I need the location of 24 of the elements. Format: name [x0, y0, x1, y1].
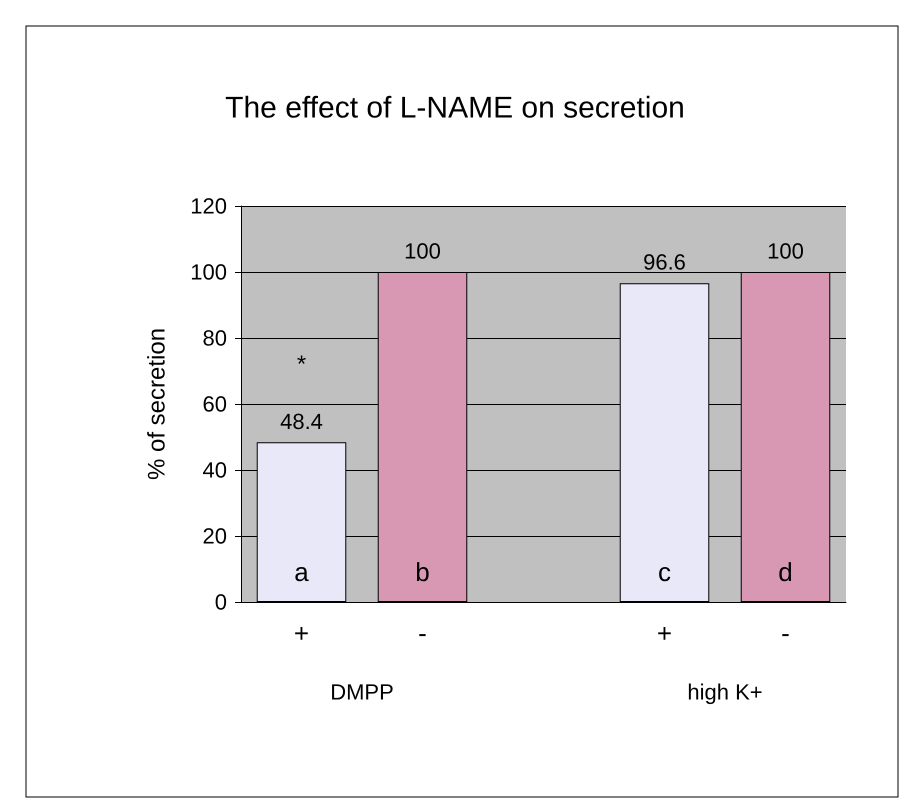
y-tick-label: 20: [202, 524, 227, 548]
y-tick-label: 100: [190, 260, 227, 284]
y-tick-label: 40: [202, 458, 227, 482]
data-label: 48.4: [280, 408, 323, 434]
annotation: c: [658, 557, 671, 587]
x-tick-label: +: [294, 618, 310, 648]
data-label: 100: [767, 238, 804, 264]
annotation: d: [778, 557, 793, 587]
y-tick-label: 60: [202, 392, 227, 416]
data-label: 100: [404, 238, 441, 264]
annotation: b: [415, 557, 430, 587]
chart-title: The effect of L-NAME on secretion: [225, 92, 685, 124]
y-tick-label: 80: [202, 326, 227, 350]
x-tick-label: +: [656, 618, 672, 648]
x-tick-label: -: [781, 618, 790, 648]
annotation: *: [296, 350, 306, 378]
x-tick-label: -: [418, 618, 427, 648]
data-label: 96.6: [643, 250, 686, 275]
text: DMPP: [330, 680, 394, 704]
y-tick-label: 120: [190, 194, 227, 218]
y-tick-label: 0: [214, 590, 227, 614]
y-axis-title: % of secretion: [144, 328, 170, 480]
text: high K+: [687, 680, 763, 704]
annotation: a: [294, 557, 310, 587]
